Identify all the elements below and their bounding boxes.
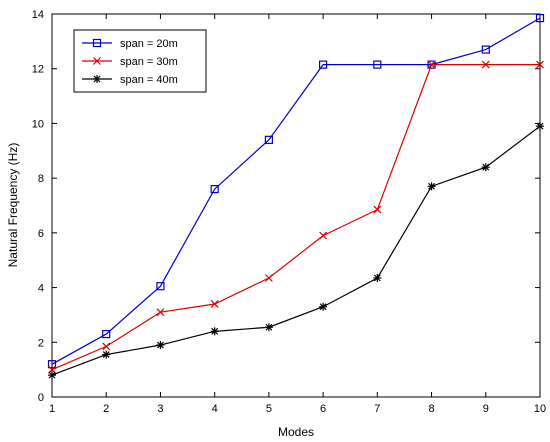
data-point: [264, 323, 273, 332]
marker-stroke: [482, 163, 490, 171]
y-tick-label: 6: [38, 228, 44, 240]
legend-swatch-marker: [92, 38, 102, 48]
data-point: [427, 60, 436, 69]
x-axis-ticks: 1 2 3 4 5 6 7 8 9 10: [49, 14, 546, 415]
data-point: [481, 60, 490, 69]
legend-label: span = 30m: [120, 56, 178, 68]
x-tick-label: 1: [49, 403, 55, 415]
series-line: [51, 17, 541, 365]
marker-stroke: [373, 274, 381, 282]
series-line: [51, 125, 541, 376]
marker-stroke: [93, 57, 101, 65]
data-point: [373, 205, 382, 214]
legend-label: span = 40m: [120, 74, 178, 86]
marker-stroke: [211, 327, 219, 335]
marker-stroke: [48, 371, 56, 379]
data-point: [427, 182, 436, 191]
data-point: [481, 163, 490, 172]
marker-stroke: [157, 341, 164, 349]
data-point: [210, 184, 219, 194]
y-tick-label: 4: [38, 283, 44, 295]
legend-entry: span = 30m: [82, 56, 178, 68]
marker-stroke: [536, 122, 544, 130]
legend-items: span = 20m span = 30m span = 40m: [82, 38, 178, 86]
x-tick-label: 10: [534, 403, 546, 415]
x-tick-label: 3: [157, 403, 163, 415]
marker-stroke: [156, 308, 165, 317]
data-point: [535, 14, 545, 23]
marker-stroke: [264, 274, 273, 282]
y-tick-label: 14: [32, 9, 44, 21]
data-point: [264, 274, 273, 282]
data-point: [373, 60, 382, 69]
data-point: [47, 360, 57, 369]
marker-stroke: [428, 182, 435, 190]
data-point: [102, 350, 111, 359]
data-point: [210, 327, 219, 336]
y-axis-title: Natural Frequency (Hz): [6, 143, 20, 268]
marker-stroke: [102, 351, 110, 359]
x-tick-label: 8: [428, 403, 434, 415]
y-axis-ticks: 0 2 4 6 8 10 12 14: [32, 9, 540, 404]
data-point: [210, 300, 219, 308]
marker-stroke: [536, 60, 544, 69]
data-point: [156, 282, 165, 291]
data-point: [102, 329, 111, 339]
data-point: [264, 135, 273, 144]
y-tick-label: 0: [38, 392, 44, 404]
data-point: [156, 308, 165, 317]
x-tick-label: 7: [374, 403, 380, 415]
series-3: [48, 122, 544, 380]
series-line: [51, 64, 540, 371]
data-point: [156, 341, 165, 350]
marker-stroke: [427, 60, 436, 69]
x-tick-label: 5: [266, 403, 272, 415]
data-point: [102, 342, 111, 351]
marker-stroke: [373, 205, 382, 214]
data-point: [319, 60, 328, 69]
data-point: [319, 302, 328, 311]
legend-label: span = 20m: [120, 38, 178, 50]
series-layer: [47, 14, 545, 380]
legend: span = 20m span = 30m span = 40m: [73, 29, 207, 93]
y-tick-label: 8: [38, 173, 44, 185]
legend-swatch-marker: [93, 57, 101, 65]
marker-stroke: [102, 342, 111, 351]
x-tick-label: 4: [212, 403, 218, 415]
x-tick-label: 9: [483, 403, 489, 415]
x-axis-title: Modes: [278, 425, 314, 439]
legend-swatch-marker: [93, 75, 101, 83]
x-tick-label: 2: [103, 403, 109, 415]
legend-entry: span = 20m: [82, 38, 178, 50]
series-1: [47, 14, 545, 369]
marker-stroke: [319, 303, 327, 311]
marker-stroke: [319, 231, 328, 240]
data-point: [481, 45, 490, 54]
marker-stroke: [210, 300, 219, 308]
y-tick-label: 12: [32, 64, 44, 76]
data-point: [536, 60, 544, 69]
y-tick-label: 2: [38, 337, 44, 349]
data-point: [373, 273, 382, 282]
x-tick-label: 6: [320, 403, 326, 415]
marker-stroke: [265, 323, 273, 331]
data-point: [319, 231, 328, 240]
marker-stroke: [481, 60, 490, 69]
y-tick-label: 10: [32, 118, 44, 130]
marker-stroke: [93, 75, 101, 83]
data-point: [536, 122, 544, 131]
legend-entry: span = 40m: [82, 74, 178, 86]
data-point: [48, 371, 56, 380]
